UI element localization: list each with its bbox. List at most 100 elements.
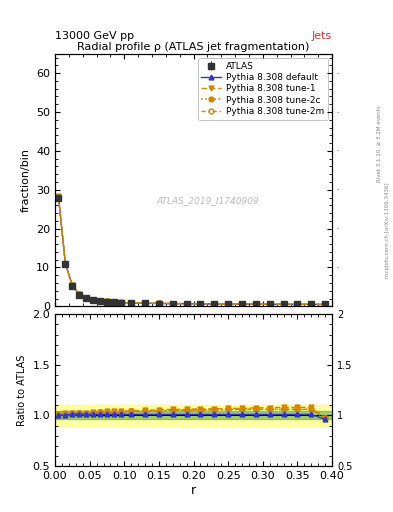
- Pythia 8.308 default: [323, 302, 327, 308]
- Line: Pythia 8.308 tune-1: Pythia 8.308 tune-1: [56, 194, 328, 307]
- Pythia 8.308 default: [143, 300, 147, 306]
- Y-axis label: Ratio to ATLAS: Ratio to ATLAS: [17, 354, 27, 426]
- Pythia 8.308 tune-1: [98, 297, 103, 304]
- Pythia 8.308 tune-2m: [143, 300, 147, 306]
- Legend: ATLAS, Pythia 8.308 default, Pythia 8.308 tune-1, Pythia 8.308 tune-2c, Pythia 8: ATLAS, Pythia 8.308 default, Pythia 8.30…: [198, 58, 328, 119]
- Pythia 8.308 tune-2c: [226, 301, 231, 307]
- Pythia 8.308 tune-2m: [198, 301, 203, 307]
- Pythia 8.308 tune-2m: [105, 298, 109, 305]
- Pythia 8.308 default: [98, 297, 103, 304]
- Pythia 8.308 default: [226, 301, 231, 307]
- Pythia 8.308 tune-2c: [98, 297, 103, 304]
- Pythia 8.308 tune-2m: [56, 194, 61, 200]
- Pythia 8.308 tune-1: [253, 301, 258, 307]
- Pythia 8.308 tune-2c: [112, 299, 116, 305]
- Pythia 8.308 tune-2c: [171, 301, 175, 307]
- Pythia 8.308 tune-1: [84, 294, 88, 301]
- Pythia 8.308 tune-2m: [253, 301, 258, 307]
- Text: Rivet 3.1.10, ≥ 3.2M events: Rivet 3.1.10, ≥ 3.2M events: [377, 105, 382, 182]
- Pythia 8.308 tune-2m: [323, 302, 327, 308]
- Line: Pythia 8.308 tune-2m: Pythia 8.308 tune-2m: [56, 195, 328, 307]
- Pythia 8.308 tune-2m: [184, 301, 189, 307]
- Pythia 8.308 tune-2m: [226, 301, 231, 307]
- Pythia 8.308 tune-2c: [118, 300, 123, 306]
- Pythia 8.308 tune-1: [143, 300, 147, 306]
- Pythia 8.308 default: [267, 301, 272, 307]
- X-axis label: r: r: [191, 483, 196, 497]
- Pythia 8.308 tune-2c: [77, 291, 82, 297]
- Pythia 8.308 default: [63, 261, 68, 267]
- Pythia 8.308 tune-2c: [70, 282, 75, 288]
- Pythia 8.308 default: [91, 296, 95, 303]
- Pythia 8.308 tune-2m: [91, 296, 95, 303]
- Title: Radial profile ρ (ATLAS jet fragmentation): Radial profile ρ (ATLAS jet fragmentatio…: [77, 41, 310, 52]
- Pythia 8.308 default: [70, 283, 75, 289]
- Pythia 8.308 tune-1: [171, 301, 175, 307]
- Pythia 8.308 tune-2c: [198, 301, 203, 307]
- Pythia 8.308 default: [118, 300, 123, 306]
- Pythia 8.308 default: [295, 301, 300, 307]
- Pythia 8.308 tune-1: [129, 300, 134, 306]
- Pythia 8.308 tune-2m: [212, 301, 217, 307]
- Pythia 8.308 tune-2c: [309, 301, 314, 307]
- Pythia 8.308 tune-2c: [91, 296, 95, 303]
- Pythia 8.308 tune-1: [281, 301, 286, 307]
- Pythia 8.308 tune-2c: [143, 300, 147, 306]
- Pythia 8.308 tune-1: [267, 301, 272, 307]
- Pythia 8.308 tune-1: [105, 298, 109, 305]
- Pythia 8.308 tune-2m: [281, 301, 286, 307]
- Pythia 8.308 default: [309, 301, 314, 307]
- Pythia 8.308 tune-2c: [240, 301, 244, 307]
- Pythia 8.308 tune-1: [198, 301, 203, 307]
- Pythia 8.308 default: [240, 301, 244, 307]
- Pythia 8.308 tune-2c: [84, 294, 88, 301]
- Pythia 8.308 tune-2c: [295, 301, 300, 307]
- Pythia 8.308 tune-1: [184, 301, 189, 307]
- Pythia 8.308 tune-2m: [70, 282, 75, 288]
- Pythia 8.308 tune-1: [212, 301, 217, 307]
- Text: ATLAS_2019_I1740909: ATLAS_2019_I1740909: [156, 196, 259, 205]
- Pythia 8.308 tune-2m: [112, 299, 116, 305]
- Pythia 8.308 tune-2c: [56, 194, 61, 200]
- Pythia 8.308 default: [171, 301, 175, 307]
- Pythia 8.308 default: [281, 301, 286, 307]
- Pythia 8.308 tune-2m: [171, 301, 175, 307]
- Pythia 8.308 tune-2c: [253, 301, 258, 307]
- Pythia 8.308 tune-2m: [240, 301, 244, 307]
- Pythia 8.308 tune-1: [240, 301, 244, 307]
- Pythia 8.308 tune-2c: [184, 301, 189, 307]
- Pythia 8.308 tune-2m: [267, 301, 272, 307]
- Pythia 8.308 tune-2c: [129, 300, 134, 306]
- Pythia 8.308 tune-1: [226, 301, 231, 307]
- Pythia 8.308 tune-1: [309, 301, 314, 307]
- Pythia 8.308 default: [156, 301, 161, 307]
- Y-axis label: fraction/bin: fraction/bin: [20, 148, 31, 212]
- Pythia 8.308 tune-2m: [309, 301, 314, 307]
- Pythia 8.308 default: [84, 294, 88, 301]
- Pythia 8.308 tune-2c: [63, 261, 68, 267]
- Pythia 8.308 default: [184, 301, 189, 307]
- Pythia 8.308 tune-2m: [84, 294, 88, 301]
- Pythia 8.308 default: [77, 291, 82, 297]
- Pythia 8.308 tune-1: [112, 299, 116, 305]
- Pythia 8.308 tune-1: [63, 261, 68, 267]
- Pythia 8.308 tune-2c: [212, 301, 217, 307]
- Pythia 8.308 tune-1: [70, 282, 75, 288]
- Text: mcplots.cern.ch [arXiv:1306.3436]: mcplots.cern.ch [arXiv:1306.3436]: [385, 183, 389, 278]
- Pythia 8.308 default: [56, 194, 61, 200]
- Line: Pythia 8.308 tune-2c: Pythia 8.308 tune-2c: [56, 195, 328, 307]
- Pythia 8.308 tune-2m: [295, 301, 300, 307]
- Pythia 8.308 tune-1: [118, 300, 123, 306]
- Pythia 8.308 tune-2c: [281, 301, 286, 307]
- Pythia 8.308 tune-1: [323, 302, 327, 308]
- Text: 13000 GeV pp: 13000 GeV pp: [55, 31, 134, 41]
- Pythia 8.308 tune-2m: [63, 261, 68, 267]
- Pythia 8.308 tune-1: [77, 291, 82, 297]
- Pythia 8.308 tune-2c: [323, 302, 327, 308]
- Pythia 8.308 tune-2m: [77, 291, 82, 297]
- Pythia 8.308 default: [105, 298, 109, 305]
- Pythia 8.308 tune-2c: [267, 301, 272, 307]
- Pythia 8.308 default: [129, 300, 134, 306]
- Pythia 8.308 tune-2m: [98, 297, 103, 304]
- Pythia 8.308 tune-1: [156, 300, 161, 306]
